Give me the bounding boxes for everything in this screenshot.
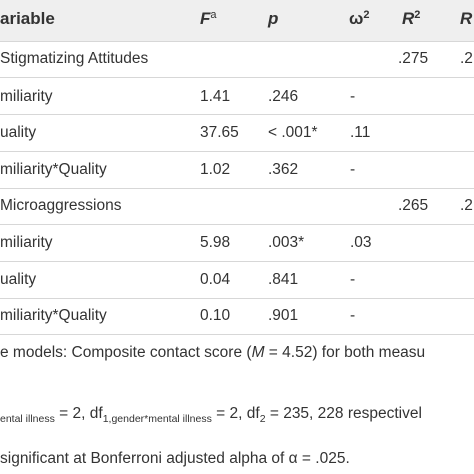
header-p: p — [268, 9, 279, 28]
row-f-value: 0.10 — [200, 307, 231, 324]
row-f-value: 37.65 — [200, 124, 239, 141]
section-title-microaggressions: Microaggressions — [0, 197, 122, 214]
row-label: uality — [0, 124, 37, 141]
section-title-stigmatizing-attitudes: Stigmatizing Attitudes — [0, 50, 149, 67]
row-f-value: 1.02 — [200, 161, 231, 178]
row-p-value: .246 — [268, 88, 299, 105]
row-omega-value: .03 — [350, 234, 372, 251]
row-p-value: < .001* — [268, 124, 318, 141]
row-label: miliarity — [0, 88, 53, 105]
header-r-squared: R2 — [402, 9, 421, 28]
row-omega-value: .11 — [350, 124, 371, 141]
row-p-value: .362 — [268, 161, 299, 178]
row-label: uality — [0, 271, 37, 288]
header-divider — [0, 41, 474, 42]
header-omega-squared: ω2 — [349, 9, 370, 28]
row-label: miliarity — [0, 234, 53, 251]
row-p-value: .003* — [268, 234, 305, 251]
row-divider — [0, 151, 474, 152]
row-omega-value: - — [350, 161, 356, 178]
row-f-value: 1.41 — [200, 88, 231, 105]
row-divider — [0, 77, 474, 78]
section-r2-adjusted: .2 — [460, 197, 473, 214]
row-divider — [0, 114, 474, 115]
section-r2-adjusted: .2 — [460, 50, 473, 67]
row-p-value: .841 — [268, 271, 299, 288]
header-variable: ariable — [0, 9, 55, 28]
note-models: e models: Composite contact score (M = 4… — [0, 344, 426, 361]
row-f-value: 0.04 — [200, 271, 231, 288]
section-r2: .275 — [398, 50, 429, 67]
row-omega-value: - — [350, 88, 356, 105]
row-divider — [0, 188, 474, 189]
note-degrees-of-freedom: ental illness = 2, df1,gender*mental ill… — [0, 405, 422, 425]
row-f-value: 5.98 — [200, 234, 231, 251]
row-p-value: .901 — [268, 307, 299, 324]
row-omega-value: - — [350, 307, 356, 324]
header-r-squared-adjusted: R — [460, 9, 473, 28]
header-f: Fa — [200, 9, 217, 28]
row-divider — [0, 298, 474, 299]
row-divider — [0, 224, 474, 225]
row-label: miliarity*Quality — [0, 161, 107, 178]
table-bottom-rule — [0, 334, 474, 335]
row-omega-value: - — [350, 271, 356, 288]
section-r2: .265 — [398, 197, 429, 214]
table-header-background — [0, 0, 474, 41]
row-label: miliarity*Quality — [0, 307, 107, 324]
note-significance: significant at Bonferroni adjusted alpha… — [0, 450, 350, 467]
row-divider — [0, 261, 474, 262]
